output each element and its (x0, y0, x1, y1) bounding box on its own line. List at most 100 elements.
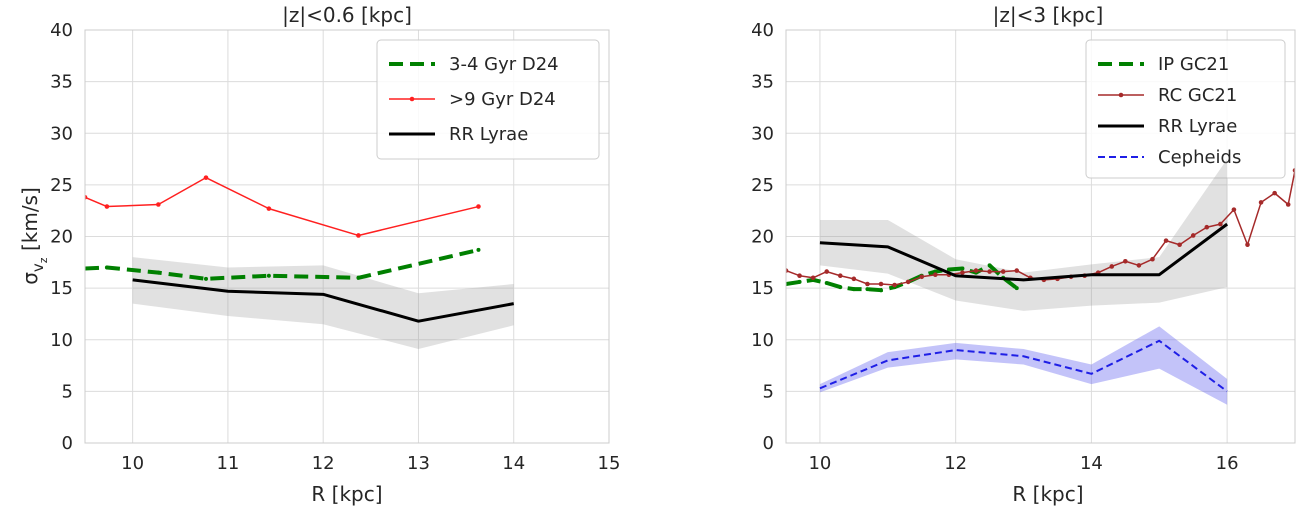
legend-label: 3-4 Gyr D24 (449, 54, 559, 75)
x-tick-label: 10 (121, 453, 144, 474)
data-point (987, 269, 992, 274)
data-point (892, 282, 897, 288)
data-point (1231, 207, 1237, 212)
data-point (851, 287, 856, 292)
legend-label: >9 Gyr D24 (449, 89, 556, 110)
legend-marker (1118, 92, 1124, 98)
data-point (824, 269, 830, 274)
data-point (987, 263, 992, 268)
data-point (879, 288, 884, 293)
data-point (1014, 286, 1019, 291)
data-point (156, 202, 161, 207)
plot-frame (785, 29, 1296, 444)
data-point (960, 270, 965, 275)
data-point (1123, 258, 1128, 264)
data-point (1014, 268, 1020, 273)
y-tick-label: 5 (763, 381, 774, 402)
y-tick-label: 35 (751, 72, 774, 93)
left-panel-y-label: σvz [km/s] (18, 187, 50, 285)
x-tick-label: 16 (1216, 453, 1239, 474)
y-label-sigma: σ (18, 272, 42, 285)
x-tick-label: 10 (808, 453, 831, 474)
data-point (203, 175, 209, 180)
y-tick-label: 20 (751, 227, 774, 248)
y-tick-label: 25 (50, 175, 73, 196)
data-point (810, 275, 816, 281)
y-tick-label: 10 (50, 330, 73, 351)
right-panel-x-label: R [kpc] (1012, 482, 1083, 506)
y-tick-label: 5 (62, 381, 73, 402)
left-panel-x-label: R [kpc] (311, 482, 382, 506)
data-point (1000, 269, 1006, 274)
grid-lines (85, 29, 610, 444)
data-point (797, 279, 802, 284)
y-label-subscript-v: v (29, 263, 47, 272)
x-tick-label: 11 (216, 453, 239, 474)
data-point (865, 281, 870, 287)
data-point (266, 206, 272, 211)
left-panel: |z|<0.6 [kpc] R [kpc] σvz [km/s] 3-4 Gyr… (18, 3, 620, 506)
data-point (838, 285, 843, 290)
data-point (797, 273, 802, 279)
y-tick-label: 15 (50, 278, 73, 299)
x-tick-label: 14 (1080, 453, 1103, 474)
legend-label: IP GC21 (1158, 54, 1229, 75)
data-point (973, 268, 979, 273)
data-point (1109, 264, 1115, 269)
y-label-unit: [km/s] (18, 187, 42, 257)
left-panel-title: |z|<0.6 [kpc] (282, 3, 412, 27)
x-tick-label: 15 (598, 453, 621, 474)
plot-area (85, 175, 514, 350)
uncertainty-band (132, 257, 514, 350)
data-point (1190, 233, 1196, 238)
right-panel: |z|<3 [kpc] R [kpc] IP GC21 RC GC21 RR Lyr… (751, 3, 1296, 506)
data-point (85, 194, 88, 200)
data-point (786, 268, 789, 273)
legend-marker (409, 96, 415, 102)
right-panel-title: |z|<3 [kpc] (993, 3, 1104, 27)
data-point (878, 281, 884, 287)
plot-frame (84, 29, 610, 444)
data-point (266, 273, 271, 278)
data-point (837, 273, 843, 279)
y-tick-label: 35 (50, 72, 73, 93)
series-line (819, 339, 1228, 393)
data-point (865, 287, 870, 292)
data-point (1177, 242, 1182, 248)
data-point (824, 280, 829, 285)
legend-box (1085, 39, 1286, 179)
x-tick-label: 13 (407, 453, 430, 474)
data-point (919, 274, 925, 280)
x-tick-label: 14 (502, 453, 525, 474)
data-point (104, 265, 109, 270)
data-point (156, 270, 161, 275)
left-panel-legend: 3-4 Gyr D24 >9 Gyr D24 RR Lyrae (376, 39, 600, 160)
y-tick-label: 15 (751, 278, 774, 299)
legend-label: RR Lyrae (1158, 116, 1237, 137)
right-panel-legend: IP GC21 RC GC21 RR Lyrae Cepheids (1085, 39, 1286, 179)
data-point (960, 266, 965, 271)
series-line (85, 176, 479, 237)
uncertainty-band (819, 159, 1228, 311)
data-point (1245, 242, 1250, 248)
y-tick-label: 30 (751, 123, 774, 144)
data-point (1163, 238, 1169, 243)
series-line (819, 222, 1229, 282)
y-tick-label: 30 (50, 123, 73, 144)
data-point (851, 276, 857, 282)
data-point (104, 204, 110, 209)
uncertainty-band (819, 326, 1228, 405)
data-point (1258, 200, 1264, 205)
data-point (933, 269, 938, 274)
x-tick-label: 12 (312, 453, 335, 474)
legend-label: Cepheids (1158, 147, 1241, 168)
data-point (476, 247, 481, 252)
y-label-subscript-z: z (37, 257, 50, 263)
data-point (356, 233, 361, 238)
plot-area (786, 159, 1295, 405)
data-point (1285, 202, 1291, 207)
data-point (1272, 190, 1277, 196)
data-point (933, 272, 938, 278)
data-point (1150, 256, 1155, 262)
